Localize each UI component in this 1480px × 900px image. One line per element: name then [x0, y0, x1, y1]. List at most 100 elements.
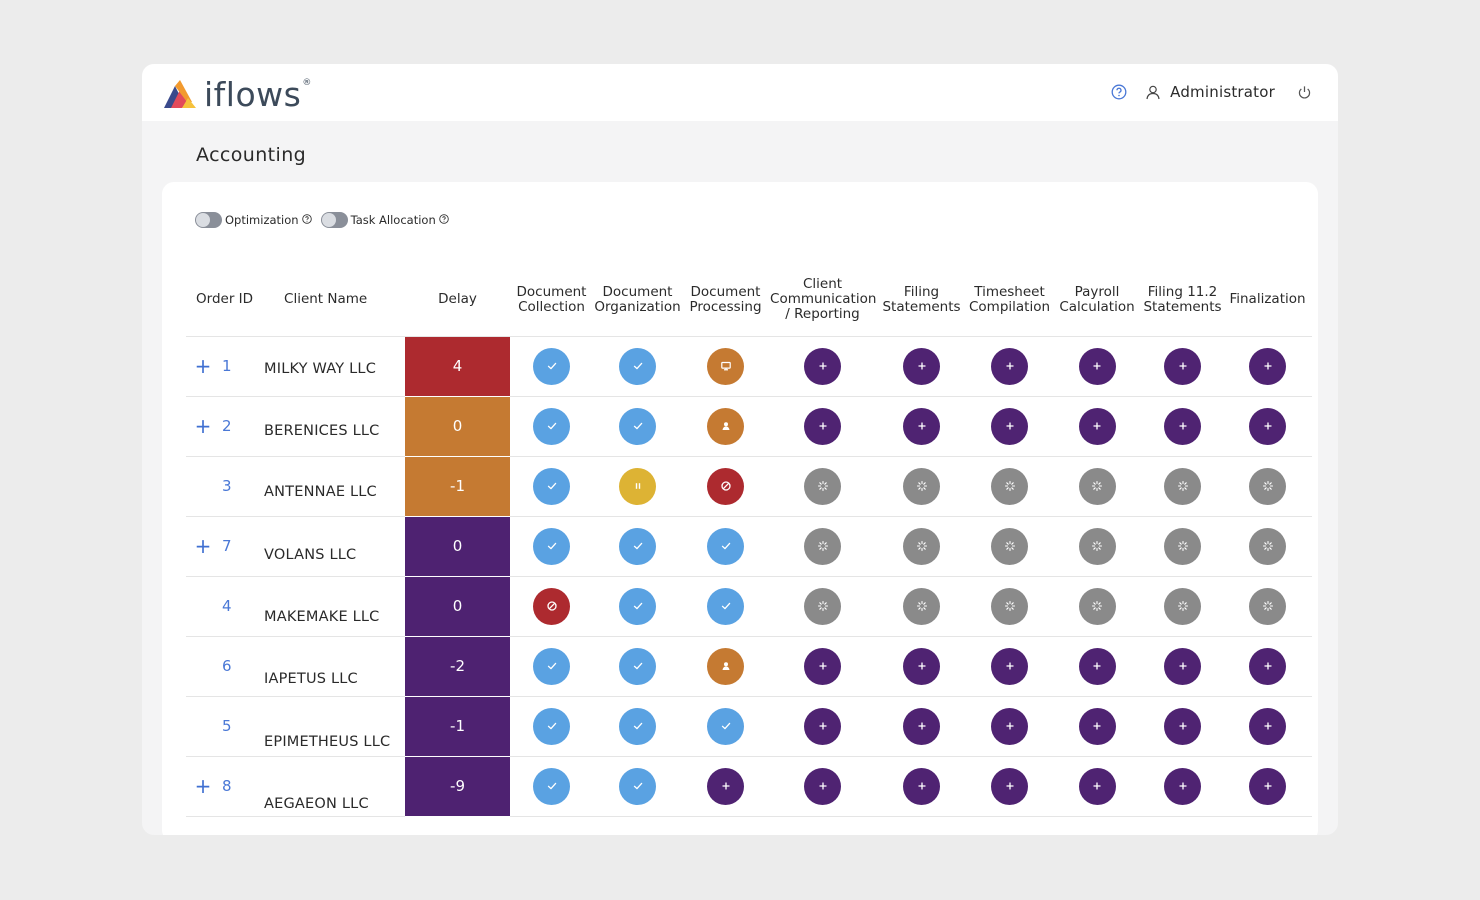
check-icon-button[interactable]: [619, 707, 657, 745]
column-header-stage[interactable]: Timesheet Compilation: [967, 264, 1053, 337]
optimization-toggle[interactable]: [195, 212, 222, 228]
plus-icon-button[interactable]: [991, 647, 1029, 685]
spinner-icon-button[interactable]: [804, 467, 842, 505]
check-icon-button[interactable]: [707, 707, 745, 745]
check-icon-button[interactable]: [533, 347, 571, 385]
check-icon-button[interactable]: [533, 467, 571, 505]
check-icon-button[interactable]: [619, 527, 657, 565]
user-icon-button[interactable]: [707, 647, 745, 685]
check-icon-button[interactable]: [619, 587, 657, 625]
expand-row-button[interactable]: +: [186, 396, 220, 457]
user-name[interactable]: Administrator: [1170, 83, 1275, 101]
optimization-help-icon[interactable]: [301, 214, 312, 224]
table-row[interactable]: +7 VOLANS LLC 0: [186, 516, 1313, 577]
check-icon-button[interactable]: [533, 647, 571, 685]
user-icon-button[interactable]: [707, 407, 745, 445]
column-header-stage[interactable]: Document Collection: [510, 264, 594, 337]
order-id[interactable]: 8: [220, 756, 265, 817]
task-allocation-help-icon[interactable]: [438, 214, 449, 224]
plus-icon-button[interactable]: [804, 707, 842, 745]
spinner-icon-button[interactable]: [1078, 527, 1116, 565]
order-id[interactable]: 4: [220, 576, 265, 637]
column-header-stage[interactable]: Filing 11.2 Statements: [1142, 264, 1224, 337]
check-icon-button[interactable]: [533, 407, 571, 445]
plus-icon-button[interactable]: [991, 767, 1029, 805]
order-id[interactable]: 5: [220, 696, 265, 757]
plus-icon-button[interactable]: [804, 407, 842, 445]
spinner-icon-button[interactable]: [903, 587, 941, 625]
plus-icon-button[interactable]: [1164, 767, 1202, 805]
column-header-stage[interactable]: Filing Statements: [876, 264, 968, 337]
column-header-stage[interactable]: Client Communication / Reporting: [769, 264, 876, 337]
spinner-icon-button[interactable]: [1078, 467, 1116, 505]
spinner-icon-button[interactable]: [1249, 527, 1287, 565]
spinner-icon-button[interactable]: [804, 527, 842, 565]
column-header-client-name[interactable]: Client Name: [264, 264, 406, 337]
expand-row-button[interactable]: +: [186, 516, 220, 577]
check-icon-button[interactable]: [707, 527, 745, 565]
expand-row-button[interactable]: +: [186, 756, 220, 817]
plus-icon-button[interactable]: [804, 647, 842, 685]
plus-icon-button[interactable]: [707, 767, 745, 805]
order-id[interactable]: 2: [220, 396, 265, 457]
spinner-icon-button[interactable]: [903, 527, 941, 565]
plus-icon-button[interactable]: [1078, 347, 1116, 385]
check-icon-button[interactable]: [533, 707, 571, 745]
table-row[interactable]: +1 MILKY WAY LLC 4: [186, 336, 1313, 397]
table-row[interactable]: 3 ANTENNAE LLC -1: [186, 456, 1313, 517]
check-icon-button[interactable]: [619, 767, 657, 805]
plus-icon-button[interactable]: [903, 647, 941, 685]
plus-icon-button[interactable]: [1078, 407, 1116, 445]
plus-icon-button[interactable]: [903, 707, 941, 745]
order-id[interactable]: 7: [220, 516, 265, 577]
check-icon-button[interactable]: [533, 527, 571, 565]
spinner-icon-button[interactable]: [903, 467, 941, 505]
column-header-order-id[interactable]: Order ID: [186, 264, 265, 337]
table-row[interactable]: +2 BERENICES LLC 0: [186, 396, 1313, 457]
plus-icon-button[interactable]: [903, 347, 941, 385]
plus-icon-button[interactable]: [1249, 647, 1287, 685]
spinner-icon-button[interactable]: [991, 467, 1029, 505]
plus-icon-button[interactable]: [1078, 647, 1116, 685]
plus-icon-button[interactable]: [1164, 707, 1202, 745]
spinner-icon-button[interactable]: [1164, 467, 1202, 505]
column-header-stage[interactable]: Finalization: [1223, 264, 1313, 337]
table-row[interactable]: 5 EPIMETHEUS LLC -1: [186, 696, 1313, 757]
blocked-icon-button[interactable]: [707, 467, 745, 505]
plus-icon-button[interactable]: [991, 707, 1029, 745]
spinner-icon-button[interactable]: [1164, 527, 1202, 565]
column-header-stage[interactable]: Payroll Calculation: [1052, 264, 1143, 337]
plus-icon-button[interactable]: [1078, 707, 1116, 745]
plus-icon-button[interactable]: [804, 347, 842, 385]
order-id[interactable]: 3: [220, 456, 265, 517]
spinner-icon-button[interactable]: [1249, 467, 1287, 505]
spinner-icon-button[interactable]: [991, 587, 1029, 625]
plus-icon-button[interactable]: [1249, 347, 1287, 385]
plus-icon-button[interactable]: [991, 347, 1029, 385]
spinner-icon-button[interactable]: [1078, 587, 1116, 625]
spinner-icon-button[interactable]: [1249, 587, 1287, 625]
blocked-icon-button[interactable]: [533, 587, 571, 625]
order-id[interactable]: 1: [220, 336, 265, 397]
plus-icon-button[interactable]: [903, 767, 941, 805]
column-header-stage[interactable]: Document Processing: [682, 264, 770, 337]
plus-icon-button[interactable]: [1249, 707, 1287, 745]
logo[interactable]: iflows ®: [162, 78, 311, 112]
help-icon[interactable]: [1111, 84, 1127, 100]
check-icon-button[interactable]: [619, 347, 657, 385]
spinner-icon-button[interactable]: [1164, 587, 1202, 625]
column-header-delay[interactable]: Delay: [405, 264, 511, 337]
table-row[interactable]: +8 AEGAEON LLC -9: [186, 756, 1313, 817]
monitor-icon-button[interactable]: [707, 347, 745, 385]
plus-icon-button[interactable]: [804, 767, 842, 805]
power-icon[interactable]: [1297, 85, 1312, 100]
task-allocation-toggle[interactable]: [320, 212, 348, 228]
plus-icon-button[interactable]: [1164, 647, 1202, 685]
expand-row-button[interactable]: +: [186, 336, 220, 397]
plus-icon-button[interactable]: [991, 407, 1029, 445]
pause-icon-button[interactable]: [619, 467, 657, 505]
check-icon-button[interactable]: [619, 647, 657, 685]
table-row[interactable]: 4 MAKEMAKE LLC 0: [186, 576, 1313, 637]
spinner-icon-button[interactable]: [804, 587, 842, 625]
plus-icon-button[interactable]: [1249, 407, 1287, 445]
